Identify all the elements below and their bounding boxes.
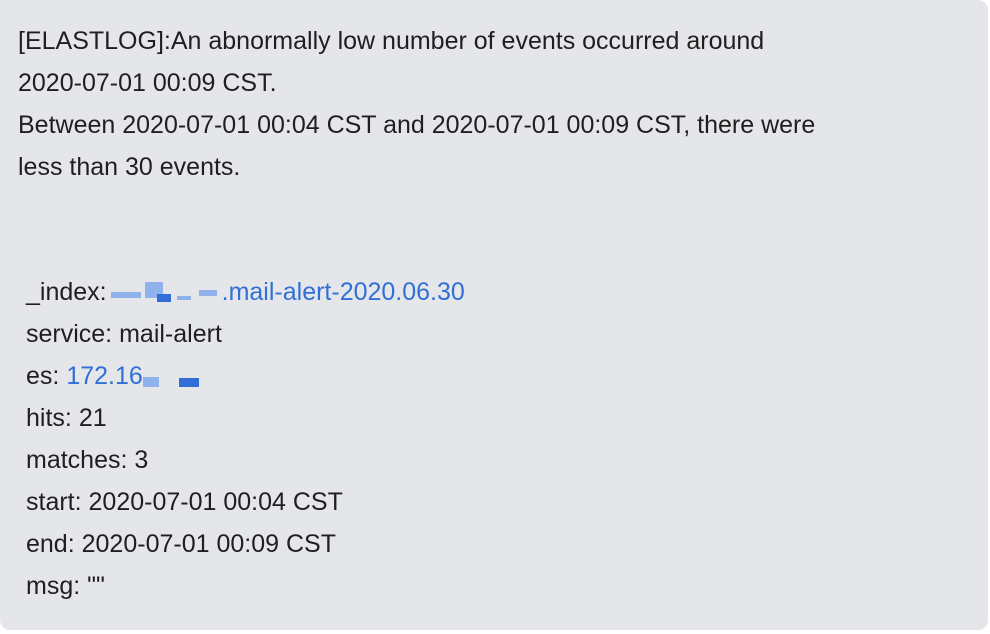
field-msg: msg: "" — [26, 565, 966, 607]
field-service-value: mail-alert — [119, 320, 222, 348]
field-start-value: 2020-07-01 00:04 CST — [88, 488, 343, 516]
field-end: end: 2020-07-01 00:09 CST — [26, 523, 966, 565]
index-link-text: .mail-alert-2020.06.30 — [221, 278, 465, 306]
field-matches: matches: 3 — [26, 439, 966, 481]
es-link-text: 172.16 — [66, 362, 143, 390]
intro-line-4: less than 30 events. — [18, 153, 241, 181]
field-hits: hits: 21 — [26, 397, 966, 439]
alert-intro-text: [ELASTLOG]:An abnormally low number of e… — [18, 20, 978, 188]
intro-line-1: [ELASTLOG]:An abnormally low number of e… — [18, 27, 765, 55]
field-es-key: es: — [26, 362, 60, 390]
field-service: service: mail-alert — [26, 313, 966, 355]
intro-line-2: 2020-07-01 00:09 CST. — [18, 69, 277, 97]
field-end-value: 2020-07-01 00:09 CST — [81, 530, 336, 558]
field-hits-value: 21 — [78, 404, 107, 432]
alert-fields: _index: .mail-alert-2020.06.30 service: m… — [26, 271, 966, 607]
field-matches-value: 3 — [134, 446, 149, 474]
field-start: start: 2020-07-01 00:04 CST — [26, 481, 966, 523]
field-matches-key: matches: — [26, 446, 128, 474]
index-link[interactable]: .mail-alert-2020.06.30 — [107, 278, 465, 306]
field-end-key: end: — [26, 530, 75, 558]
field-index: _index: .mail-alert-2020.06.30 — [26, 271, 966, 313]
field-index-key: _index: — [26, 278, 107, 306]
field-msg-key: msg: — [26, 572, 81, 600]
field-start-key: start: — [26, 488, 82, 516]
field-hits-key: hits: — [26, 404, 72, 432]
field-service-key: service: — [26, 320, 113, 348]
field-msg-value: "" — [87, 572, 105, 600]
redacted-block — [107, 280, 222, 306]
intro-line-3: Between 2020-07-01 00:04 CST and 2020-07… — [18, 111, 816, 139]
redacted-block — [142, 364, 213, 390]
field-es: es: 172.16 — [26, 355, 966, 397]
es-link[interactable]: 172.16 — [66, 362, 212, 390]
